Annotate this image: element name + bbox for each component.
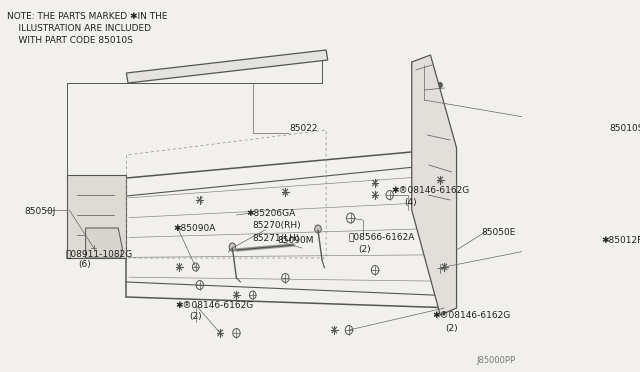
Circle shape bbox=[315, 225, 321, 233]
Bar bbox=[183, 68, 190, 73]
Text: NOTE: THE PARTS MARKED ✱IN THE
    ILLUSTRATION ARE INCLUDED
    WITH PART CODE : NOTE: THE PARTS MARKED ✱IN THE ILLUSTRAT… bbox=[6, 12, 167, 45]
Text: (2): (2) bbox=[189, 312, 202, 321]
Bar bbox=[203, 66, 210, 71]
Text: ✱®08146-6162G: ✱®08146-6162G bbox=[432, 311, 510, 321]
Text: J85000PP: J85000PP bbox=[476, 356, 515, 365]
Circle shape bbox=[442, 173, 446, 177]
Polygon shape bbox=[412, 55, 456, 315]
Circle shape bbox=[445, 263, 450, 267]
Text: ✱85206GA: ✱85206GA bbox=[246, 208, 296, 218]
Text: 85022: 85022 bbox=[289, 124, 318, 132]
Text: 85050J: 85050J bbox=[24, 206, 56, 215]
Bar bbox=[283, 57, 290, 62]
Text: (6): (6) bbox=[78, 260, 91, 269]
Bar bbox=[263, 59, 269, 64]
Circle shape bbox=[438, 83, 442, 87]
Polygon shape bbox=[86, 228, 122, 258]
Bar bbox=[163, 71, 170, 76]
Text: 85050E: 85050E bbox=[481, 228, 515, 237]
Text: 85090M: 85090M bbox=[277, 235, 314, 244]
Text: ✱85090A: ✱85090A bbox=[173, 224, 216, 232]
Text: 85010S: 85010S bbox=[610, 124, 640, 132]
Text: (4): (4) bbox=[404, 198, 417, 206]
Circle shape bbox=[229, 243, 236, 251]
Bar bbox=[143, 73, 150, 78]
Text: Ⓝ08566-6162A: Ⓝ08566-6162A bbox=[349, 232, 415, 241]
Circle shape bbox=[444, 232, 449, 237]
Text: (2): (2) bbox=[445, 324, 458, 333]
Circle shape bbox=[447, 292, 451, 298]
Text: ⓔ08911-1082G: ⓔ08911-1082G bbox=[65, 250, 132, 259]
Bar bbox=[223, 64, 230, 68]
Polygon shape bbox=[67, 175, 126, 258]
Text: 85270(RH): 85270(RH) bbox=[253, 221, 301, 230]
Text: ✱®08146-6162G: ✱®08146-6162G bbox=[391, 186, 470, 195]
Text: 85271(LH): 85271(LH) bbox=[253, 234, 300, 243]
Circle shape bbox=[440, 112, 444, 118]
Text: ✱®08146-6162G: ✱®08146-6162G bbox=[175, 301, 253, 310]
Text: (2): (2) bbox=[359, 244, 371, 253]
Circle shape bbox=[441, 142, 445, 148]
Text: ✱85012F: ✱85012F bbox=[602, 235, 640, 244]
Circle shape bbox=[99, 236, 110, 250]
Bar bbox=[303, 55, 310, 59]
Polygon shape bbox=[126, 50, 328, 83]
Circle shape bbox=[443, 202, 447, 208]
Bar bbox=[243, 61, 250, 66]
